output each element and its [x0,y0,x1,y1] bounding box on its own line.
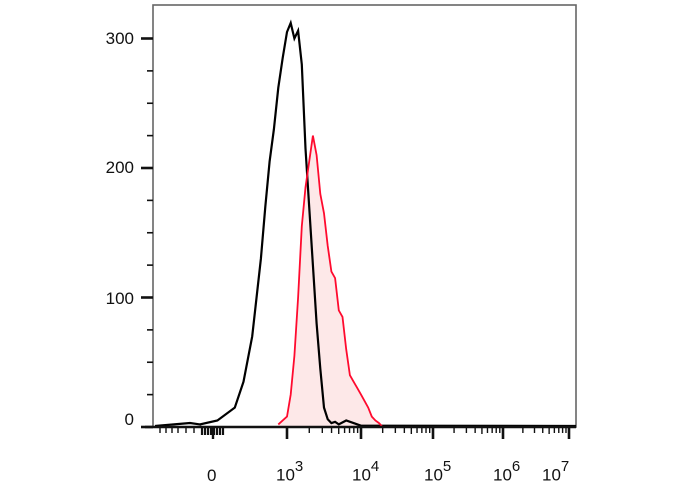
x-tick-label: 103 [276,458,304,485]
y-axis-ticks [141,37,153,429]
plot-frame [152,4,577,428]
x-tick-label: 0 [207,466,217,485]
x-axis-ticks [159,428,571,439]
y-tick-label: 200 [105,158,134,177]
x-tick-label: 106 [493,458,521,485]
y-tick-label: 300 [105,29,134,48]
x-tick-label: 104 [352,458,380,485]
stained-sample-fill [278,135,383,427]
y-tick-label: 100 [105,289,134,308]
x-tick-label: 107 [542,458,570,485]
x-tick-label: 105 [424,458,452,485]
control-histogram [154,19,577,428]
y-tick-label: 0 [124,410,134,429]
stained-sample-histogram [277,135,384,428]
